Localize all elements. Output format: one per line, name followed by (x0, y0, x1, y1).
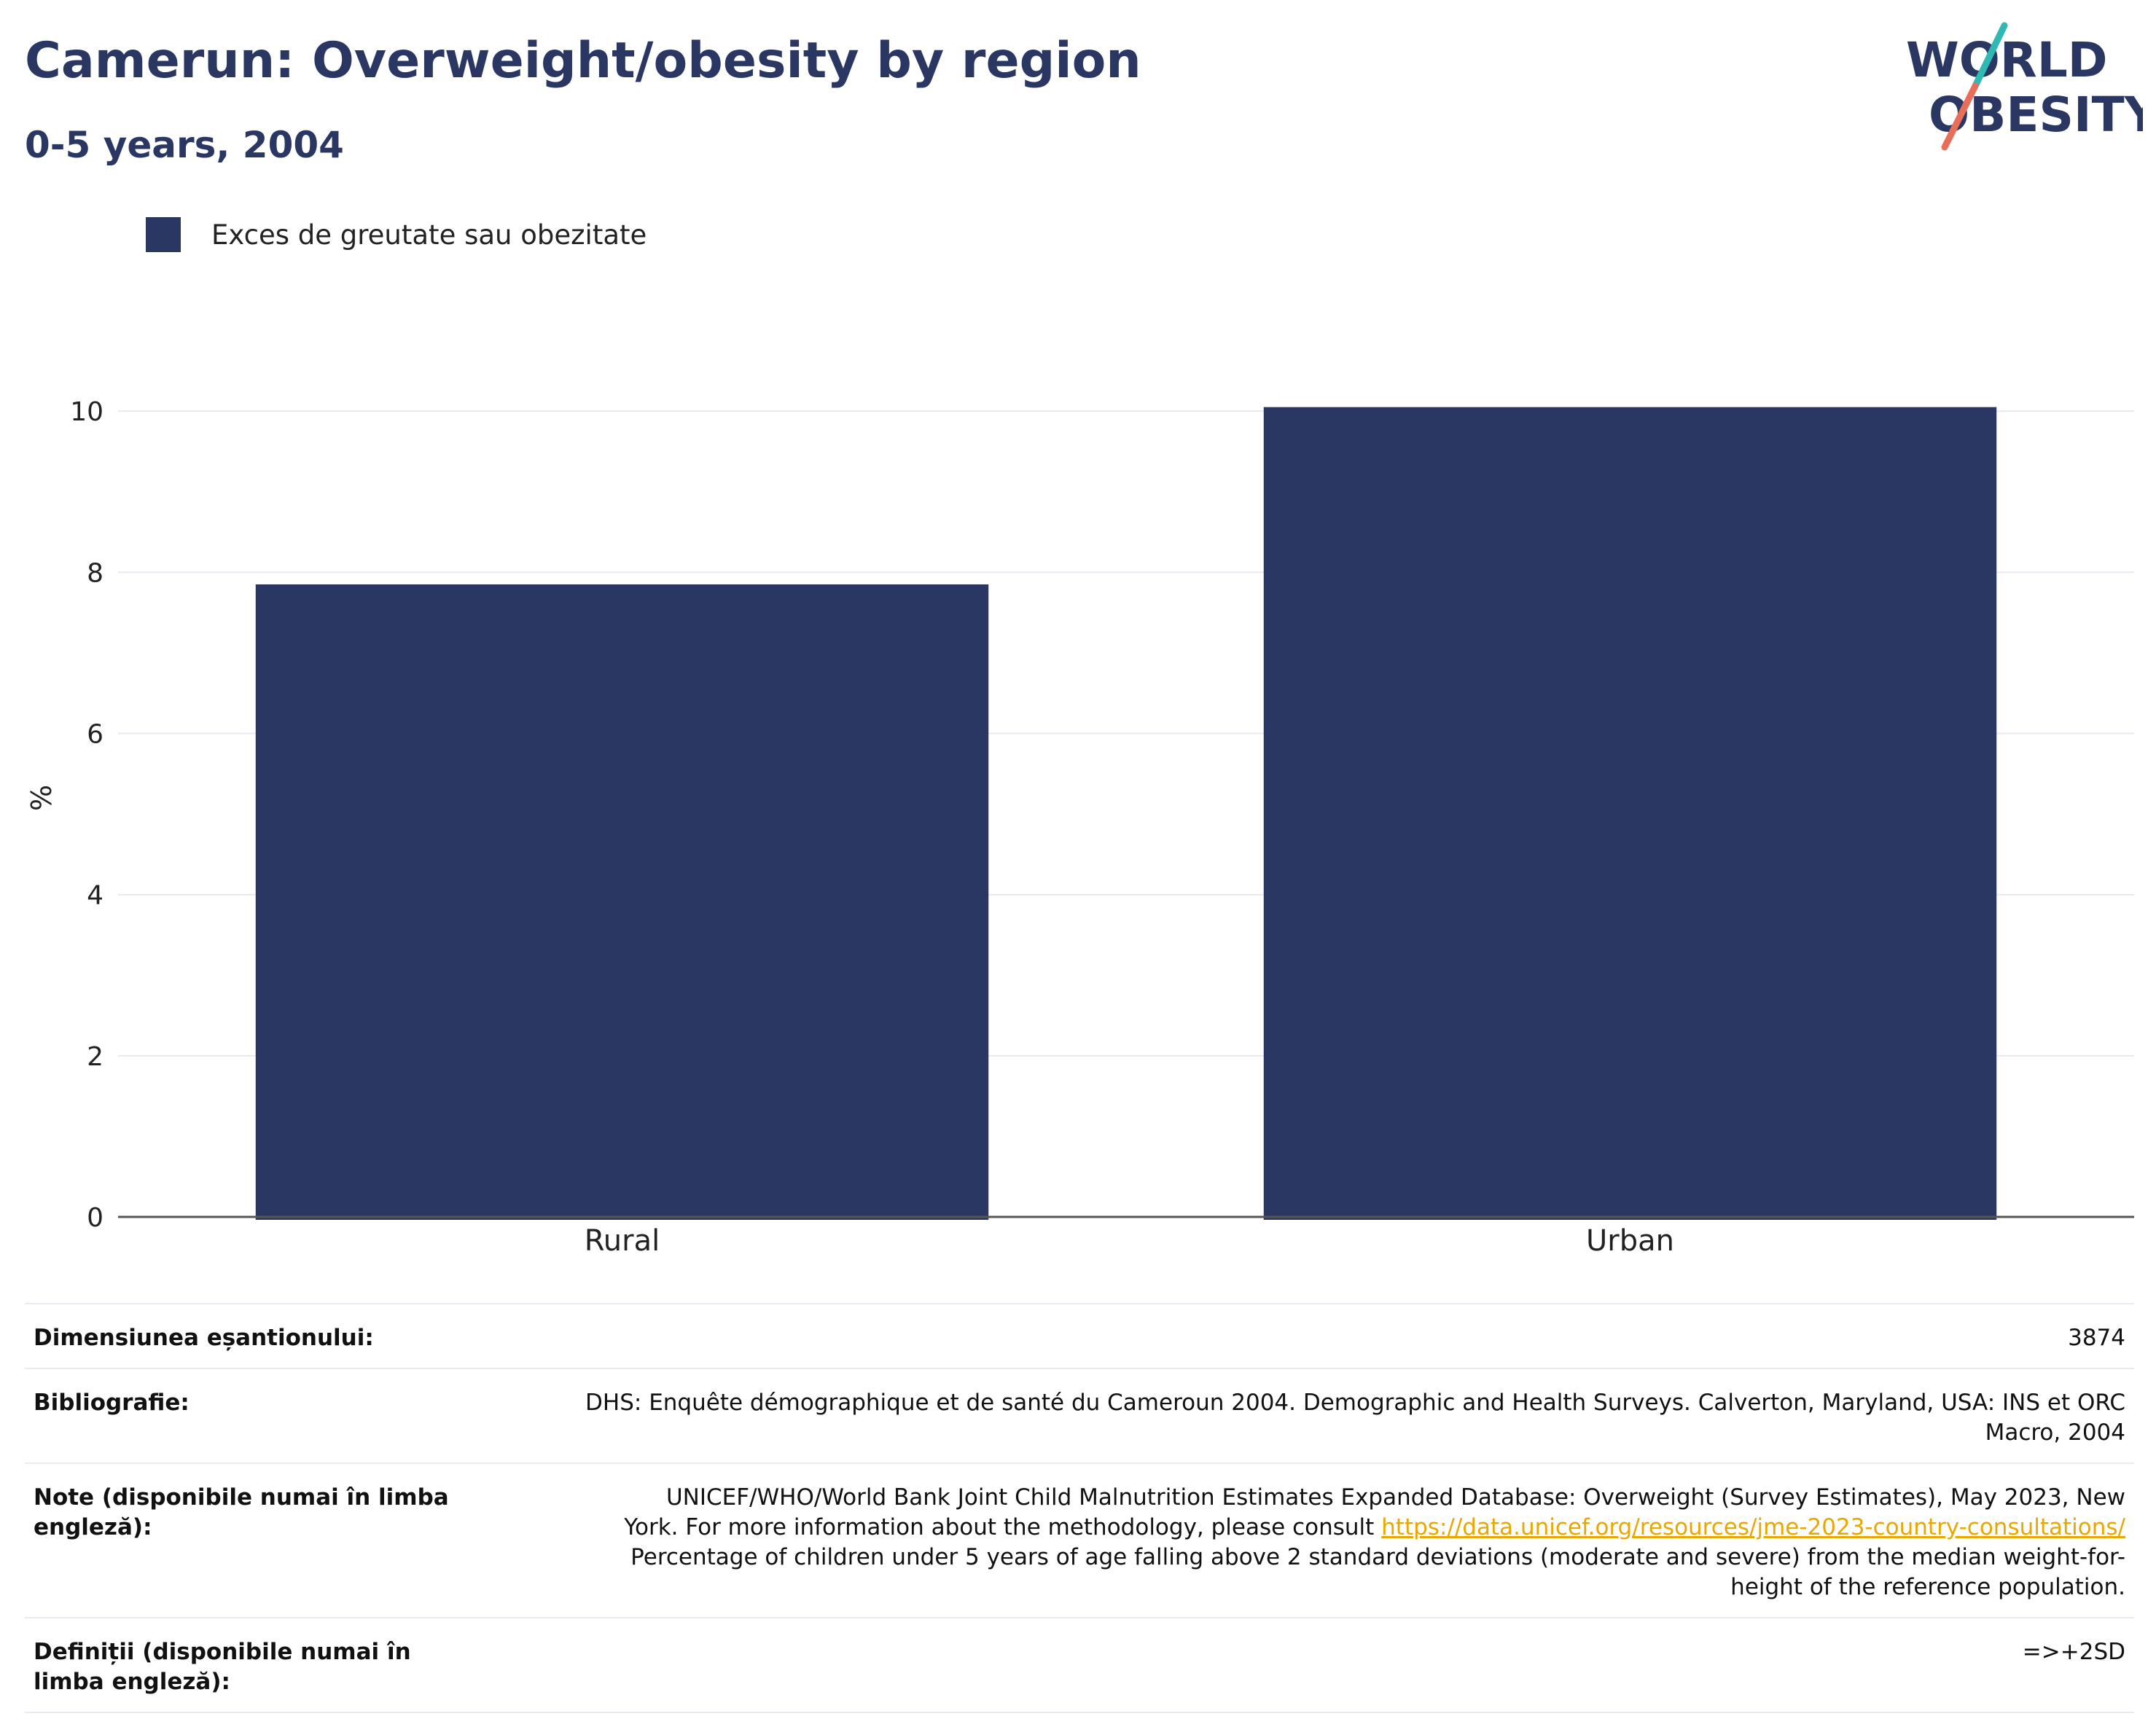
y-tick-label: 8 (87, 558, 103, 588)
methodology-link[interactable]: https://data.unicef.org/resources/jme-20… (1381, 1514, 2125, 1540)
logo-slash-bottom (1941, 82, 1979, 151)
bar-chart: 0 2 4 6 8 10% Rural Urban (26, 397, 2134, 1258)
legend-label: Exces de greutate sau obezitate (211, 219, 647, 251)
definitions-value: =>+2SD (2022, 1639, 2125, 1665)
bar-rural (255, 584, 989, 1220)
notes-line: height of the reference population. (1730, 1574, 2125, 1600)
x-tick-label: Rural (585, 1224, 660, 1258)
info-row-sample: Dimensiunea eșantionului: 3874 (25, 1303, 2134, 1368)
y-tick-label: 0 (87, 1203, 103, 1233)
notes-label: Note (disponibile numai în limba engleză… (34, 1484, 449, 1540)
logo-line1: WORLD (1906, 32, 2108, 88)
world-obesity-logo: WORLD OBESITY (1906, 22, 2143, 151)
info-row-definitions: Definiții (disponibile numai în limba en… (25, 1617, 2134, 1713)
notes-line: Percentage of children under 5 years of … (630, 1544, 2125, 1570)
bibliography-line: DHS: Enquête démographique et de santé d… (585, 1390, 2125, 1416)
bibliography-line: Macro, 2004 (1985, 1419, 2125, 1446)
notes-line: York. For more information about the met… (624, 1514, 2125, 1540)
info-row-bibliography: Bibliografie: DHS: Enquête démographique… (25, 1368, 2134, 1462)
chart-subtitle: 0-5 years, 2004 (25, 124, 344, 166)
logo-slash-top (1972, 22, 2008, 90)
sample-size-value: 3874 (2068, 1325, 2125, 1351)
y-tick-label: 6 (87, 720, 103, 750)
chart-legend[interactable]: Exces de greutate sau obezitate (146, 217, 647, 252)
info-row-notes: Note (disponibile numai în limba engleză… (25, 1462, 2134, 1617)
notes-line: UNICEF/WHO/World Bank Joint Child Malnut… (665, 1484, 2125, 1511)
bibliography-label: Bibliografie: (34, 1390, 190, 1416)
y-axis-label: % (26, 785, 58, 811)
info-table: Dimensiunea eșantionului: 3874 Bibliogra… (25, 1303, 2134, 1713)
bibliography-value: DHS: Enquête démographique et de santé d… (515, 1388, 2125, 1448)
y-tick-label: 10 (70, 397, 103, 427)
y-tick-label: 2 (87, 1042, 103, 1072)
sample-size-label: Dimensiunea eșantionului: (34, 1325, 374, 1351)
bar-urban (1263, 407, 1997, 1220)
definitions-label: Definiții (disponibile numai în limba en… (34, 1639, 411, 1695)
legend-swatch (146, 217, 181, 252)
notes-value: UNICEF/WHO/World Bank Joint Child Malnut… (515, 1483, 2125, 1602)
chart-title: Camerun: Overweight/obesity by region (25, 32, 1141, 90)
x-tick-label: Urban (1586, 1224, 1674, 1258)
y-tick-label: 4 (87, 881, 103, 911)
